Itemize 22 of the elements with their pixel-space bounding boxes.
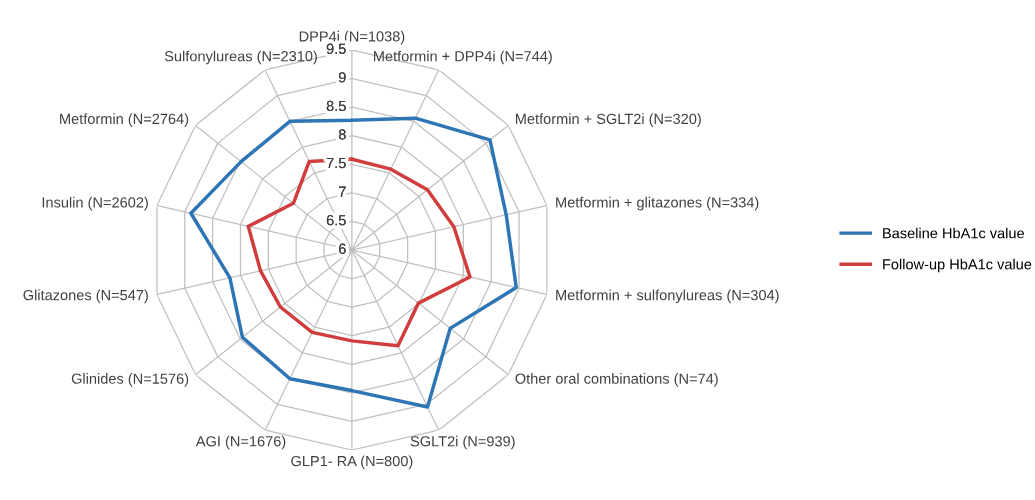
y-tick-label: 8 bbox=[338, 129, 346, 140]
spoke-label: Metformin + SGLT2i (N=320) bbox=[515, 113, 701, 127]
spoke-label: Metformin + DPP4i (N=744) bbox=[374, 50, 552, 65]
spoke-label: GLP1- RA (N=800) bbox=[291, 455, 413, 470]
spoke-label: AGI (N=1676) bbox=[195, 435, 286, 450]
spoke-label: Glitazones (N=547) bbox=[23, 289, 148, 304]
spoke-label: Sulfonylureas (N=2310) bbox=[164, 50, 317, 65]
spoke-label: Insulin (N=2602) bbox=[42, 196, 148, 211]
spoke-label: Metformin + sulfonylureas (N=304) bbox=[556, 289, 779, 304]
legend-label: Baseline HbA1c value bbox=[883, 227, 1024, 239]
y-tick-label: 6.5 bbox=[326, 215, 346, 226]
spoke-label: SGLT2i (N=939) bbox=[410, 435, 515, 450]
spoke-label: Metformin (N=2764) bbox=[60, 113, 189, 127]
legend-label: Follow-up HbA1c value bbox=[883, 258, 1032, 273]
y-tick-label: 9.5 bbox=[326, 43, 346, 54]
spoke-label: Glinides (N=1576) bbox=[71, 373, 189, 387]
y-tick-label: 6 bbox=[338, 243, 346, 254]
spoke-label: Other oral combinations (N=74) bbox=[515, 373, 718, 387]
y-tick-label: 8.5 bbox=[326, 100, 346, 112]
y-tick-label: 7 bbox=[338, 186, 346, 197]
y-tick-label: 9 bbox=[338, 72, 346, 83]
spoke-label: Metformin + glitazones (N=334) bbox=[556, 196, 759, 211]
